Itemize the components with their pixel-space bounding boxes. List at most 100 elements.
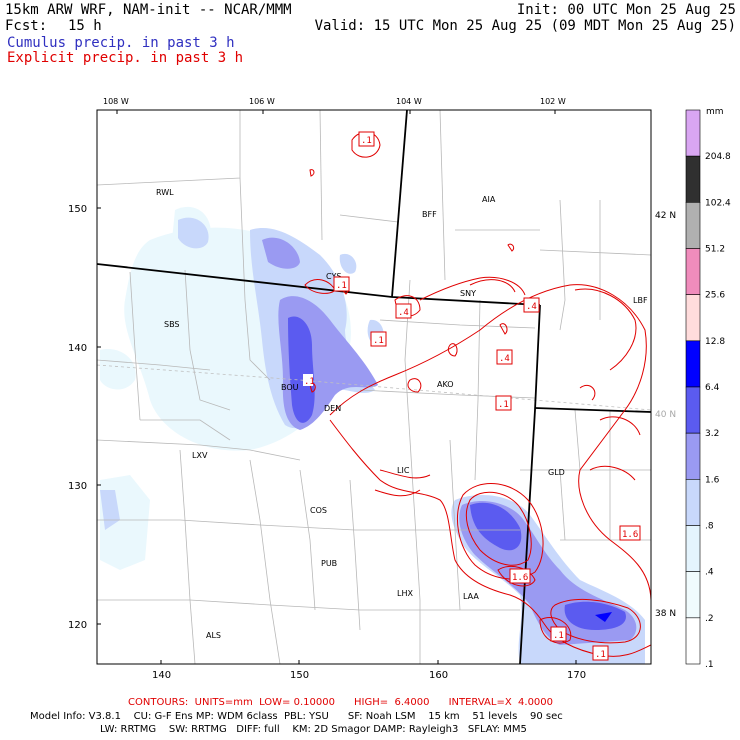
model-info-line-1: Model Info: V3.8.1 CU: G-F Ens MP: WDM 6… [30,711,563,722]
grid-y-label: 140 [68,343,87,354]
legend-explicit: Explicit precip. in past 3 h [7,50,244,66]
city-label: AKO [437,380,454,389]
svg-text:.4: .4 [526,302,537,312]
colorbar-level-label: 25.6 [705,291,725,301]
colorbar-level-label: .2 [705,614,714,624]
svg-text:.1: .1 [553,631,564,641]
svg-text:.1: .1 [373,336,384,346]
svg-text:.1: .1 [304,377,315,387]
colorbar-unit: mm [706,107,724,117]
colorbar-level-label: 1.6 [705,475,720,485]
colorbar-swatch [685,386,701,434]
contour-info: CONTOURS: UNITS=mm LOW= 0.10000 HIGH= 6.… [128,697,554,708]
colorbar-level-label: .8 [705,522,714,532]
city-label: LIC [397,466,410,475]
valid-time: Valid: 15 UTC Mon 25 Aug 25 (09 MDT Mon … [314,18,736,34]
grid-x-axis: 140 150 160 170 [152,670,586,681]
colorbar-swatch [685,155,701,203]
city-label: ALS [206,631,221,640]
grid-y-label: 150 [68,204,87,215]
lat-label: 38 N [655,609,676,619]
lon-label: 102 W [540,97,566,106]
county-lines [97,110,651,664]
svg-text:1.6: 1.6 [622,530,638,540]
forecast-label: Fcst: [5,18,48,34]
forecast-hour: 15 h [68,18,102,34]
city-label: DEN [324,404,341,413]
contour-labels: .1 .1 .4 .1 .4 .4 .1 .1 1.6 1.6 .1 .1 [303,131,641,661]
colorbar-swatch [685,294,701,342]
city-label: PUB [321,559,337,568]
colorbar-level-label: 3.2 [705,429,719,439]
top-ticks [116,110,556,114]
svg-text:.4: .4 [398,308,409,318]
svg-text:.1: .1 [336,281,347,291]
colorbar-level-label: 51.2 [705,245,725,255]
explicit-precip-contours [304,131,651,657]
contour-label: .4 [523,297,540,313]
colorbar-swatch [685,432,701,480]
precip-shading-3p2 [288,316,626,630]
model-info-line-2: LW: RRTMG SW: RRTMG DIFF: full KM: 2D Sm… [100,724,527,735]
city-label: SBS [164,320,180,329]
latitude-labels: 42 N 40 N 38 N [655,211,676,619]
svg-text:.1: .1 [498,400,509,410]
colorbar-level-label: .1 [705,660,714,670]
lat-label: 40 N [655,410,676,420]
contour-label: .1 [550,626,567,642]
colorbar-level-label: 204.8 [705,152,731,162]
legend-cumulus: Cumulus precip. in past 3 h [7,35,235,51]
colorbar-swatch [685,340,701,388]
city-label: BFF [422,210,437,219]
contour-label: 1.6 [509,568,531,584]
lon-label: 104 W [396,97,422,106]
colorbar-level-label: 6.4 [705,383,720,393]
colorbar-swatch [685,109,701,157]
contour-label: .1 [303,374,315,387]
colorbar-swatch [685,525,701,572]
lat-label: 42 N [655,211,676,221]
grid-y-axis: 150 140 130 120 [68,204,87,631]
left-ticks [97,207,101,625]
city-label: BOU [281,383,299,392]
map-frame [96,109,652,665]
city-label: LBF [633,296,648,305]
bottom-ticks [160,660,577,664]
city-label: COS [310,506,327,515]
grid-x-label: 140 [152,670,171,681]
contour-label: .1 [333,276,350,292]
grid-y-label: 130 [68,481,87,492]
svg-text:.4: .4 [499,354,510,364]
grid-x-label: 160 [429,670,448,681]
contour-label: .1 [358,131,375,147]
contour-label: .1 [495,395,512,411]
colorbar-level-label: 102.4 [705,198,731,208]
svg-text:.1: .1 [595,650,606,660]
svg-text:.1: .1 [361,136,372,146]
colorbar-swatch [685,617,701,665]
grid-x-label: 170 [567,670,586,681]
grid-y-label: 120 [68,620,87,631]
contour-label: .4 [395,303,412,319]
city-label: LAA [463,592,479,601]
model-title: 15km ARW WRF, NAM-init -- NCAR/MMM [5,2,292,18]
longitude-labels: 108 W 106 W 104 W 102 W [103,97,566,106]
contour-label: .1 [370,331,387,347]
precip-shading-6p4 [595,612,612,622]
contour-label: .4 [496,349,513,365]
colorbar-swatch [685,571,701,619]
colorbar-swatch [685,479,701,526]
contour-label: 1.6 [619,525,641,541]
lon-label: 108 W [103,97,129,106]
contour-label: .1 [592,645,609,661]
city-label: LXV [192,451,208,460]
city-labels: RWL CYS BFF AIA SNY LBF SBS BOU DEN AKO … [156,188,648,640]
city-label: RWL [156,188,174,197]
colorbar-level-label: .4 [705,568,714,578]
city-label: AIA [482,195,496,204]
city-label: SNY [460,289,476,298]
colorbar-swatch [685,248,701,295]
city-label: GLD [548,468,565,477]
colorbar-swatch [685,202,701,249]
